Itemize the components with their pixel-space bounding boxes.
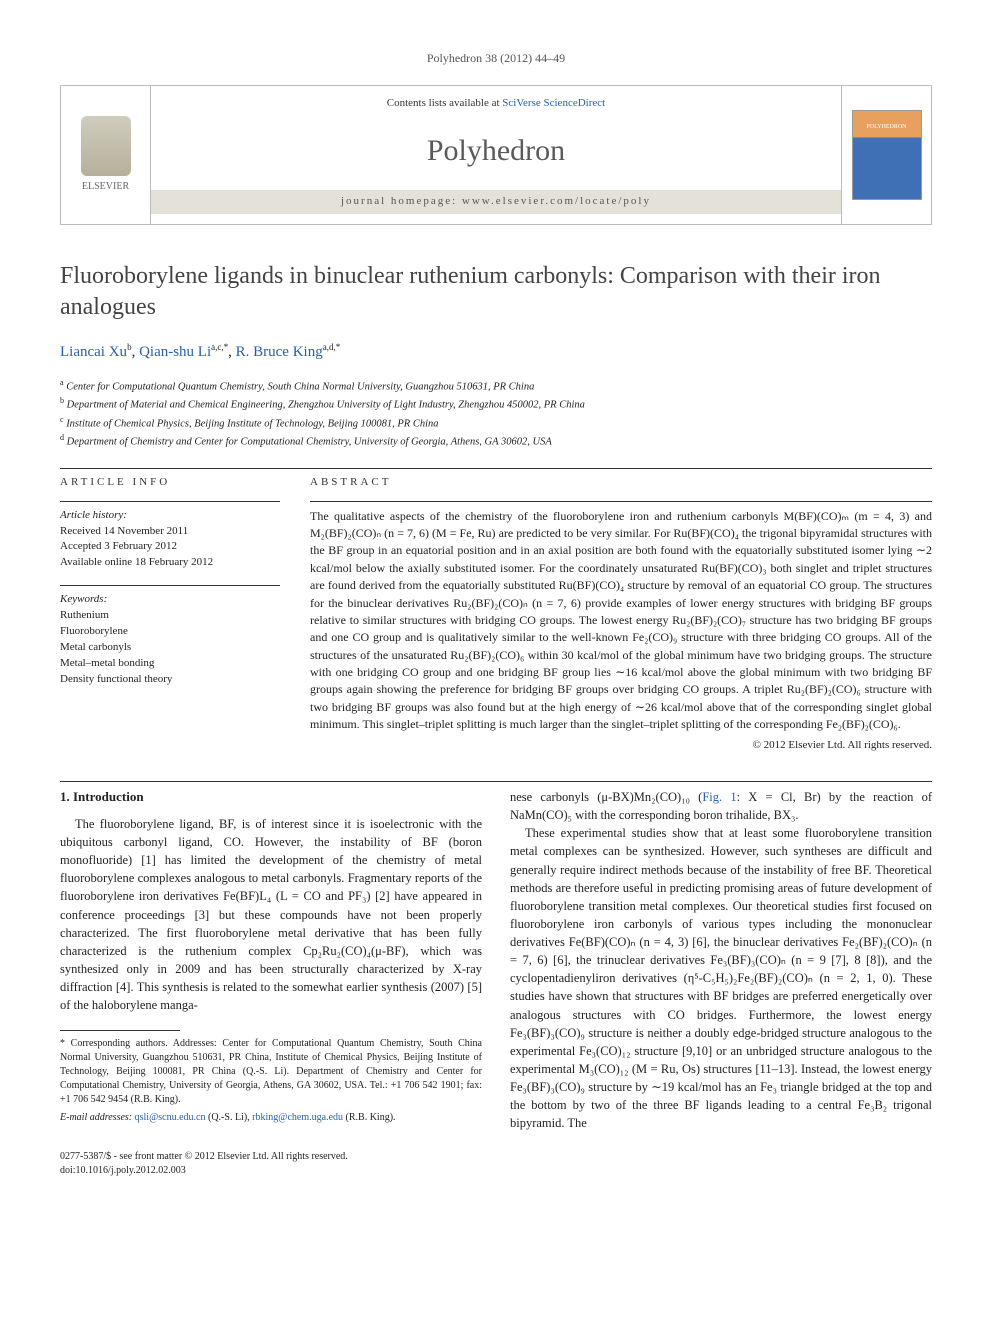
author-2-aff: a,c,* [211, 342, 228, 352]
keyword-0: Ruthenium [60, 608, 280, 624]
author-1[interactable]: Liancai Xu [60, 344, 127, 360]
journal-name: Polyhedron [151, 130, 841, 172]
bottom-meta: 0277-5387/$ - see front matter © 2012 El… [60, 1150, 932, 1178]
author-2[interactable]: Qian-shu Li [139, 344, 211, 360]
header-center: Contents lists available at SciVerse Sci… [151, 86, 841, 224]
abstract-col: ABSTRACT The qualitative aspects of the … [310, 475, 932, 753]
keyword-4: Density functional theory [60, 672, 280, 688]
homepage-bar: journal homepage: www.elsevier.com/locat… [151, 190, 841, 213]
article-info-col: ARTICLE INFO Article history: Received 1… [60, 475, 280, 753]
contents-pre: Contents lists available at [387, 97, 502, 109]
footnotes: * Corresponding authors. Addresses: Cent… [60, 1037, 482, 1125]
intro-p3: These experimental studies show that at … [510, 824, 932, 1132]
email-2-who: (R.B. King). [343, 1112, 396, 1123]
keyword-3: Metal–metal bonding [60, 656, 280, 672]
rule-info [60, 501, 280, 502]
history-label: Article history: [60, 508, 280, 524]
homepage-url[interactable]: www.elsevier.com/locate/poly [462, 195, 651, 207]
aff-b: Department of Material and Chemical Engi… [67, 400, 585, 411]
keyword-1: Fluoroborylene [60, 624, 280, 640]
author-1-aff: b [127, 342, 132, 352]
aff-c: Institute of Chemical Physics, Beijing I… [66, 418, 438, 429]
email-1-who: (Q.-S. Li), [206, 1112, 253, 1123]
elsevier-logo: ELSEVIER [81, 116, 131, 194]
rule-top [60, 468, 932, 469]
intro-p1: The fluoroborylene ligand, BF, is of int… [60, 815, 482, 1014]
keyword-2: Metal carbonyls [60, 640, 280, 656]
online-line: Available online 18 February 2012 [60, 555, 280, 571]
affiliations: a Center for Computational Quantum Chemi… [60, 377, 932, 450]
article-title: Fluoroborylene ligands in binuclear ruth… [60, 261, 932, 323]
abstract-copyright: © 2012 Elsevier Ltd. All rights reserved… [310, 738, 932, 753]
article-info-heading: ARTICLE INFO [60, 475, 280, 490]
corresponding-authors: * Corresponding authors. Addresses: Cent… [60, 1037, 482, 1107]
author-3[interactable]: R. Bruce King [236, 344, 323, 360]
rule-bottom [60, 781, 932, 782]
homepage-label: journal homepage: [341, 195, 462, 207]
aff-a: Center for Computational Quantum Chemist… [66, 382, 534, 393]
publisher-name: ELSEVIER [82, 181, 129, 192]
history-block: Article history: Received 14 November 20… [60, 508, 280, 572]
info-abstract-row: ARTICLE INFO Article history: Received 1… [60, 475, 932, 753]
fig-1-link[interactable]: Fig. 1 [702, 790, 736, 804]
rule-keywords [60, 585, 280, 586]
cover-thumb-cell [841, 86, 931, 224]
abstract-heading: ABSTRACT [310, 475, 932, 490]
doi-line: doi:10.1016/j.poly.2012.02.003 [60, 1164, 932, 1178]
keywords-block: Keywords: Ruthenium Fluoroborylene Metal… [60, 592, 280, 688]
section-1-heading: 1. Introduction [60, 788, 482, 807]
contents-line: Contents lists available at SciVerse Sci… [151, 96, 841, 111]
footnote-rule [60, 1030, 180, 1031]
issn-line: 0277-5387/$ - see front matter © 2012 El… [60, 1150, 932, 1164]
author-list: Liancai Xub, Qian-shu Lia,c,*, R. Bruce … [60, 341, 932, 363]
publisher-logo-cell: ELSEVIER [61, 86, 151, 224]
journal-header: ELSEVIER Contents lists available at Sci… [60, 85, 932, 225]
rule-abstract [310, 501, 932, 502]
citation-line: Polyhedron 38 (2012) 44–49 [60, 50, 932, 67]
journal-cover-icon [852, 110, 922, 200]
received-line: Received 14 November 2011 [60, 524, 280, 540]
sciencedirect-link[interactable]: SciVerse ScienceDirect [502, 97, 605, 109]
intro-p2a: nese carbonyls (μ-BX)Mn₂(CO)₁₀ ( [510, 790, 702, 804]
accepted-line: Accepted 3 February 2012 [60, 539, 280, 555]
aff-d: Department of Chemistry and Center for C… [67, 436, 552, 447]
email-1[interactable]: qsli@scnu.edu.cn [135, 1112, 206, 1123]
body-columns: 1. Introduction The fluoroborylene ligan… [60, 788, 932, 1132]
keywords-label: Keywords: [60, 592, 280, 608]
email-label: E-mail addresses: [60, 1112, 135, 1123]
author-3-aff: a,d,* [323, 342, 341, 352]
email-2[interactable]: rbking@chem.uga.edu [252, 1112, 343, 1123]
abstract-text: The qualitative aspects of the chemistry… [310, 508, 932, 734]
elsevier-tree-icon [81, 116, 131, 176]
